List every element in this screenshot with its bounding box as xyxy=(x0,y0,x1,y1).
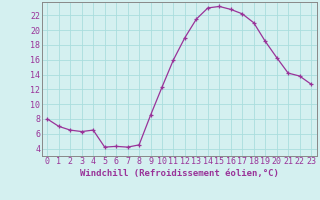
X-axis label: Windchill (Refroidissement éolien,°C): Windchill (Refroidissement éolien,°C) xyxy=(80,169,279,178)
